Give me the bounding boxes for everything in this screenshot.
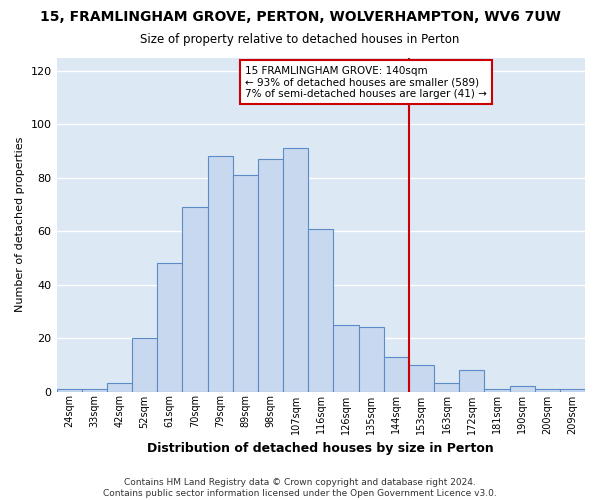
Bar xyxy=(484,389,509,392)
Bar xyxy=(258,159,283,392)
Bar xyxy=(107,384,132,392)
Bar xyxy=(82,389,107,392)
Text: Contains HM Land Registry data © Crown copyright and database right 2024.
Contai: Contains HM Land Registry data © Crown c… xyxy=(103,478,497,498)
Text: 15, FRAMLINGHAM GROVE, PERTON, WOLVERHAMPTON, WV6 7UW: 15, FRAMLINGHAM GROVE, PERTON, WOLVERHAM… xyxy=(40,10,560,24)
Bar xyxy=(409,365,434,392)
Bar xyxy=(56,389,82,392)
Bar xyxy=(308,228,334,392)
Bar xyxy=(459,370,484,392)
Bar xyxy=(383,357,409,392)
Bar xyxy=(157,264,182,392)
Bar xyxy=(283,148,308,392)
Bar xyxy=(334,324,359,392)
Bar xyxy=(132,338,157,392)
Bar xyxy=(535,389,560,392)
Bar xyxy=(208,156,233,392)
Bar xyxy=(560,389,585,392)
Bar xyxy=(182,207,208,392)
X-axis label: Distribution of detached houses by size in Perton: Distribution of detached houses by size … xyxy=(148,442,494,455)
Bar xyxy=(434,384,459,392)
Text: Size of property relative to detached houses in Perton: Size of property relative to detached ho… xyxy=(140,32,460,46)
Bar xyxy=(359,328,383,392)
Bar xyxy=(509,386,535,392)
Y-axis label: Number of detached properties: Number of detached properties xyxy=(15,137,25,312)
Bar xyxy=(233,175,258,392)
Text: 15 FRAMLINGHAM GROVE: 140sqm
← 93% of detached houses are smaller (589)
7% of se: 15 FRAMLINGHAM GROVE: 140sqm ← 93% of de… xyxy=(245,66,487,98)
